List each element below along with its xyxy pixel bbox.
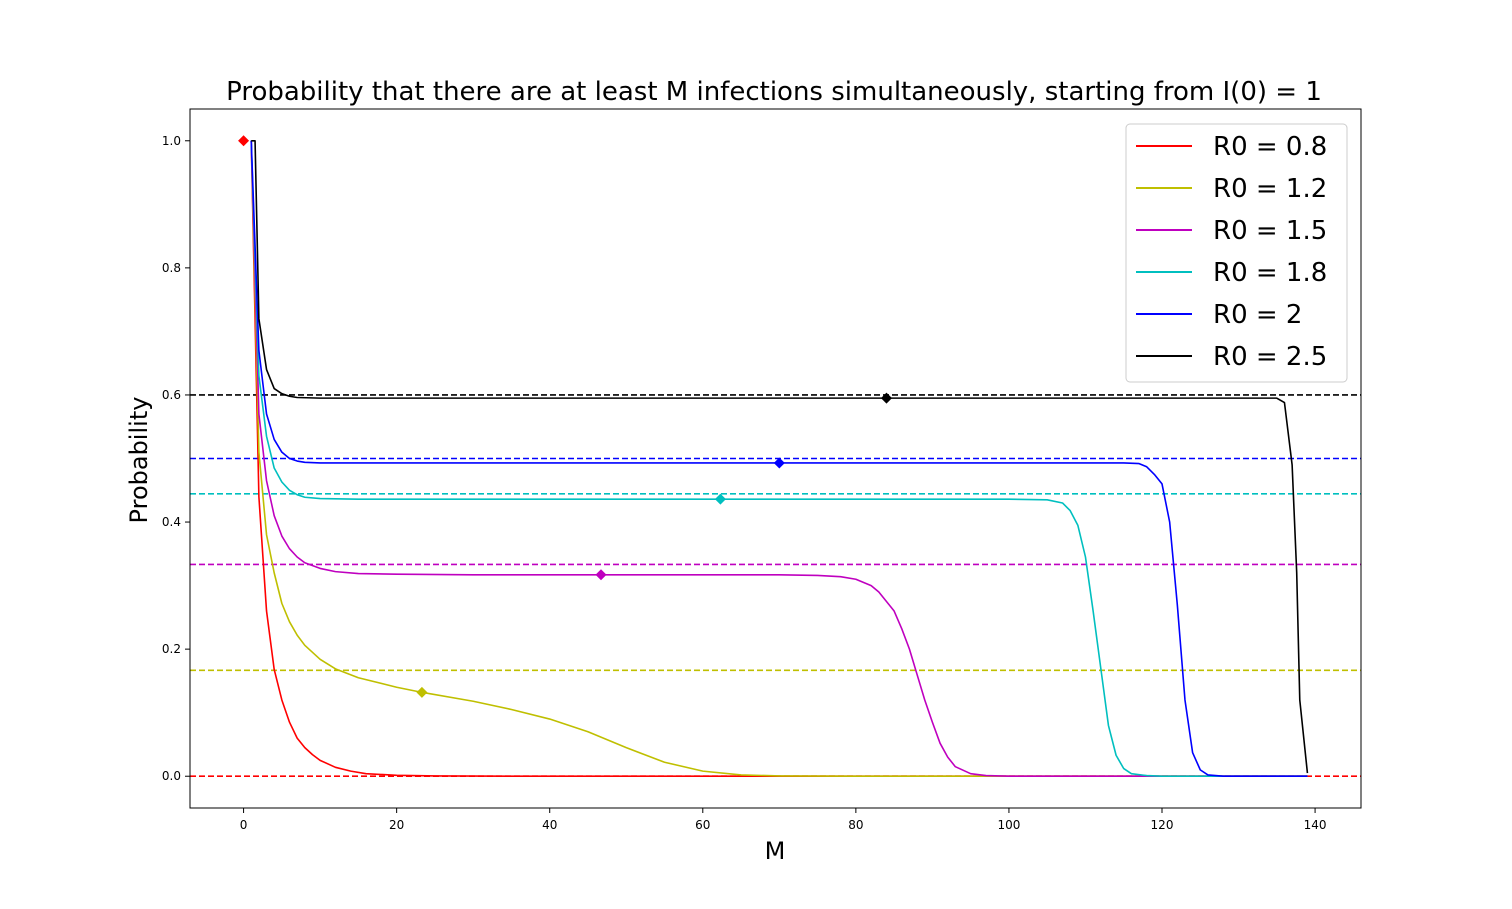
series-marker-5 — [880, 392, 892, 404]
x-tick-label: 0 — [240, 818, 248, 832]
y-tick-label: 0.8 — [162, 261, 181, 275]
x-tick-label: 100 — [997, 818, 1020, 832]
plot-frame — [189, 108, 1362, 809]
y-tick-label: 0.6 — [162, 388, 181, 402]
y-tick-label: 0.0 — [162, 769, 181, 783]
x-tick-label: 80 — [848, 818, 863, 832]
legend-label-0: R0 = 0.8 — [1213, 132, 1327, 162]
series-marker-0 — [238, 135, 250, 147]
legend: R0 = 0.8 R0 = 1.2 R0 = 1.5 R0 = 1.8 R0 = 2 R0… — [1125, 123, 1348, 383]
legend-label-2: R0 = 1.5 — [1213, 216, 1327, 246]
series-line-2 — [250, 140, 1308, 778]
y-axis-label: Probability — [125, 397, 153, 524]
y-tick-label: 0.2 — [162, 642, 181, 656]
x-tick-label: 120 — [1151, 818, 1174, 832]
legend-label-4: R0 = 2 — [1213, 300, 1302, 330]
series-marker-4 — [773, 457, 785, 469]
series-marker-2 — [595, 569, 607, 581]
y-axis: 0.0 0.2 0.4 0.6 0.8 1.0 — [162, 134, 190, 783]
x-tick-label: 140 — [1304, 818, 1327, 832]
series-line-1 — [250, 140, 1308, 778]
x-tick-label: 20 — [389, 818, 404, 832]
series-line-4 — [250, 140, 1308, 778]
x-tick-label: 60 — [695, 818, 710, 832]
chart-title: Probability that there are at least M in… — [226, 77, 1322, 107]
plot-area — [190, 135, 1361, 778]
series-line-3 — [250, 140, 1308, 778]
x-tick-label: 40 — [542, 818, 557, 832]
x-axis-label: M — [765, 837, 786, 865]
legend-label-1: R0 = 1.2 — [1213, 174, 1327, 204]
series-marker-1 — [416, 686, 428, 698]
legend-label-3: R0 = 1.8 — [1213, 258, 1327, 288]
y-tick-label: 1.0 — [162, 134, 181, 148]
series-marker-3 — [714, 493, 726, 505]
y-tick-label: 0.4 — [162, 515, 181, 529]
legend-label-5: R0 = 2.5 — [1213, 342, 1327, 372]
x-axis: 0 20 40 60 80 100 120 140 — [240, 808, 1327, 832]
series-line-5 — [251, 139, 1309, 774]
